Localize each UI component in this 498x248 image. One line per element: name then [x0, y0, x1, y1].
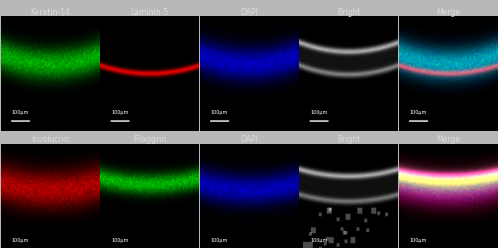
Text: Merge: Merge	[436, 135, 460, 144]
Text: Bright: Bright	[337, 135, 360, 144]
Text: DAPI: DAPI	[240, 135, 258, 144]
Text: 100μm: 100μm	[410, 110, 427, 115]
Text: 100μm: 100μm	[211, 110, 228, 115]
Text: Laminin-5: Laminin-5	[130, 7, 169, 17]
Text: 100μm: 100μm	[211, 238, 228, 243]
Text: Filaggrin: Filaggrin	[133, 135, 166, 144]
Text: Involucrin: Involucrin	[31, 135, 69, 144]
Text: Bright: Bright	[337, 7, 360, 17]
Text: Merge: Merge	[436, 7, 460, 17]
Text: 100μm: 100μm	[12, 238, 29, 243]
Text: 100μm: 100μm	[310, 110, 328, 115]
Text: DAPI: DAPI	[240, 7, 258, 17]
Text: 100μm: 100μm	[112, 238, 129, 243]
Text: 100μm: 100μm	[410, 238, 427, 243]
Text: 100μm: 100μm	[112, 110, 129, 115]
Text: 100μm: 100μm	[12, 110, 29, 115]
Text: 100μm: 100μm	[310, 238, 328, 243]
Text: Keratin-14: Keratin-14	[30, 7, 70, 17]
